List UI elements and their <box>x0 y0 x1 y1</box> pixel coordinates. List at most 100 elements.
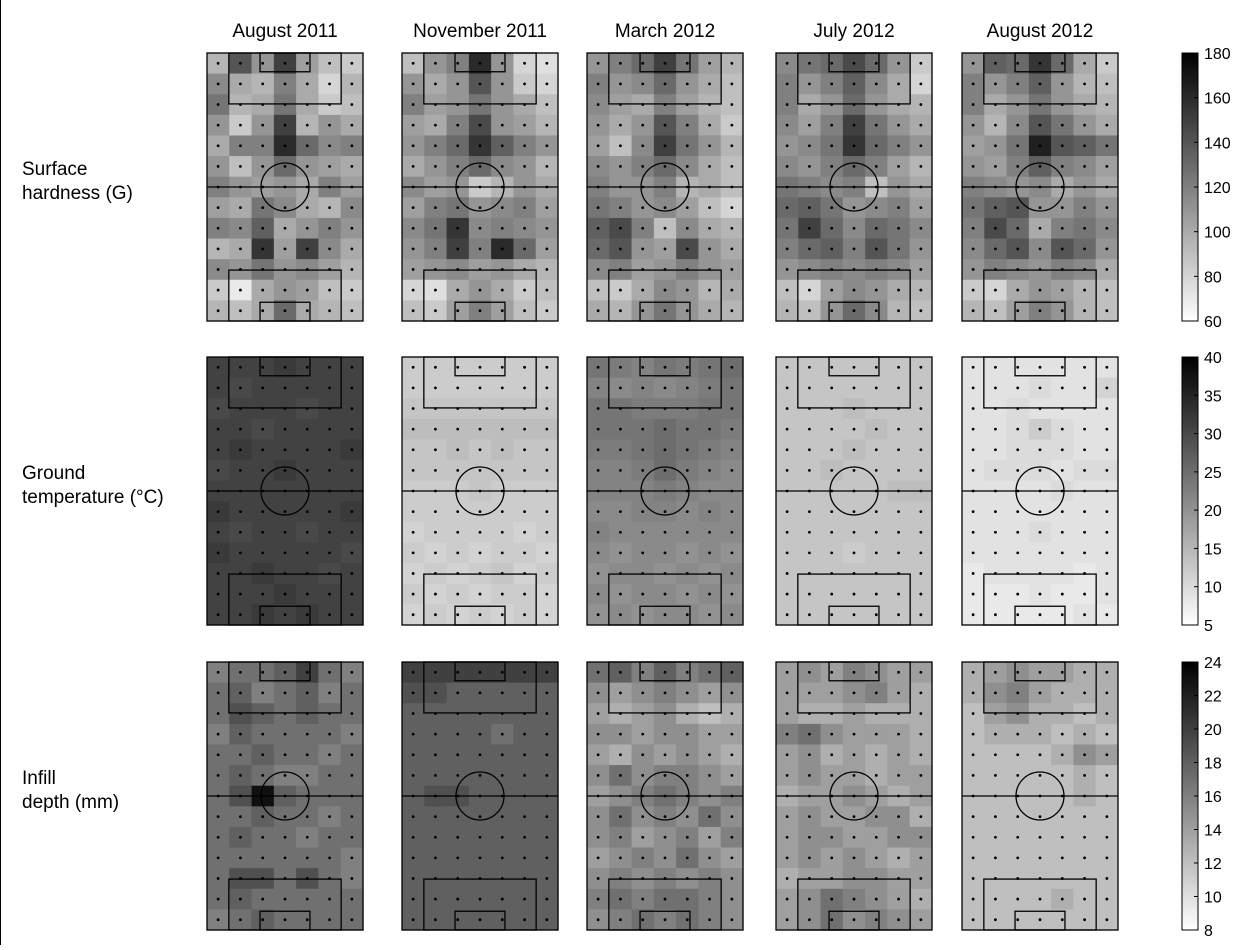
sample-point <box>663 365 667 369</box>
sample-point <box>641 185 645 189</box>
sample-point <box>1038 185 1042 189</box>
sample-point <box>708 856 711 860</box>
sample-point <box>808 82 811 86</box>
sample-point <box>456 551 460 555</box>
sample-point <box>328 551 331 555</box>
sample-point <box>663 123 667 127</box>
sample-point <box>730 489 734 493</box>
sample-point <box>994 613 997 617</box>
sample-point <box>523 144 526 148</box>
sample-point <box>852 61 856 65</box>
sample-point <box>1038 773 1042 777</box>
sample-point <box>852 427 856 431</box>
goal-box-bottom <box>639 910 691 931</box>
goal-box-top <box>454 661 506 682</box>
sample-point <box>708 551 711 555</box>
sample-point <box>874 247 878 251</box>
sample-point <box>305 613 309 617</box>
sample-point <box>596 572 600 575</box>
sample-point <box>919 877 923 880</box>
sample-point <box>328 670 331 674</box>
sample-point <box>1083 712 1086 715</box>
sample-point <box>1016 365 1020 369</box>
colorbar-tick-label: 160 <box>1204 91 1231 108</box>
sample-point <box>350 613 354 617</box>
sample-point <box>994 856 997 860</box>
sample-point <box>685 530 689 534</box>
sample-point <box>663 185 667 189</box>
sample-point <box>545 918 549 922</box>
sample-point <box>971 489 975 493</box>
sample-point <box>328 386 331 390</box>
sample-point <box>216 144 220 148</box>
sample-point <box>596 835 600 839</box>
sample-point <box>523 670 526 674</box>
sample-point <box>1105 877 1109 880</box>
sample-point <box>350 365 354 369</box>
sample-point <box>1105 185 1109 189</box>
sample-point <box>411 247 415 251</box>
colorbar-tick-label: 180 <box>1204 46 1231 63</box>
sample-point <box>874 712 878 715</box>
sample-point <box>730 247 734 251</box>
sample-point <box>919 691 923 695</box>
sample-point <box>456 794 460 798</box>
sample-point <box>619 448 622 452</box>
sample-point <box>971 732 975 736</box>
sample-point <box>411 897 415 901</box>
sample-point <box>305 732 309 736</box>
sample-point <box>1105 794 1109 798</box>
sample-point <box>283 753 287 757</box>
sample-point <box>434 613 437 617</box>
sample-point <box>328 144 331 148</box>
sample-point <box>1060 773 1064 777</box>
sample-point <box>328 247 331 251</box>
field-map <box>586 356 744 626</box>
sample-point <box>1016 856 1020 860</box>
sample-point <box>411 365 415 369</box>
sample-point <box>619 386 622 390</box>
sample-point <box>523 918 526 922</box>
sample-point <box>730 427 734 431</box>
sample-point <box>456 670 460 674</box>
sample-point <box>619 613 622 617</box>
sample-point <box>641 164 645 168</box>
sample-point <box>641 407 645 410</box>
sample-point <box>216 572 220 575</box>
sample-point <box>239 185 242 189</box>
sample-point <box>919 753 923 757</box>
sample-point <box>1016 268 1020 271</box>
sample-point <box>619 61 622 65</box>
sample-point <box>663 856 667 860</box>
sample-point <box>434 877 437 880</box>
sample-point <box>852 572 856 575</box>
sample-point <box>478 427 482 431</box>
sample-point <box>545 670 549 674</box>
sample-point <box>596 247 600 251</box>
sample-point <box>283 510 287 514</box>
sample-point <box>523 103 526 106</box>
sample-point <box>478 468 482 472</box>
sample-point <box>1060 103 1064 106</box>
field-map <box>775 52 933 322</box>
sample-point <box>785 530 789 534</box>
sample-point <box>434 103 437 106</box>
sample-point <box>808 427 811 431</box>
sample-point <box>1105 144 1109 148</box>
sample-point <box>830 510 834 514</box>
sample-point <box>830 897 834 901</box>
sample-point <box>808 877 811 880</box>
sample-point <box>478 530 482 534</box>
sample-point <box>411 489 415 493</box>
sample-point <box>994 712 997 715</box>
sample-point <box>641 226 645 230</box>
sample-point <box>971 613 975 617</box>
sample-point <box>305 712 309 715</box>
sample-point <box>411 288 415 292</box>
sample-point <box>919 103 923 106</box>
sample-point <box>619 732 622 736</box>
sample-point <box>545 309 549 313</box>
sample-point <box>239 123 242 127</box>
field-map <box>401 661 559 931</box>
sample-point <box>261 226 265 230</box>
